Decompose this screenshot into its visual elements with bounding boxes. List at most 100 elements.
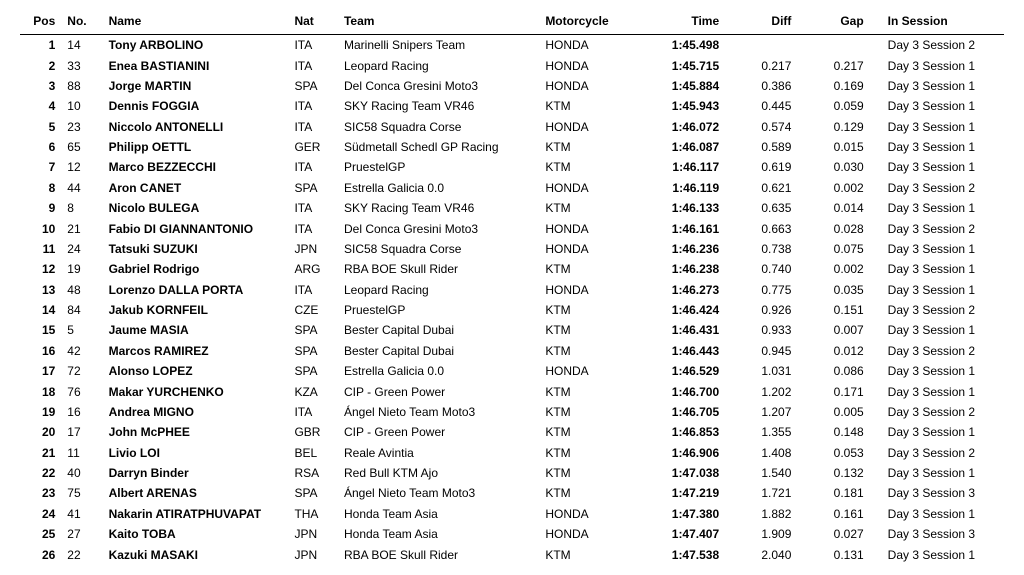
cell-sess: Day 3 Session 2 <box>870 300 1004 320</box>
cell-pos: 21 <box>20 443 61 463</box>
cell-sess: Day 3 Session 1 <box>870 198 1004 218</box>
cell-moto: KTM <box>539 300 637 320</box>
cell-gap: 0.129 <box>797 117 869 137</box>
cell-name: Aron CANET <box>103 178 289 198</box>
cell-sess: Day 3 Session 2 <box>870 341 1004 361</box>
cell-sess: Day 3 Session 1 <box>870 544 1004 564</box>
cell-time: 1:46.424 <box>637 300 725 320</box>
table-row: 388Jorge MARTINSPADel Conca Gresini Moto… <box>20 76 1004 96</box>
cell-gap: 0.151 <box>797 300 869 320</box>
cell-team: CIP - Green Power <box>338 381 539 401</box>
cell-gap: 0.131 <box>797 544 869 564</box>
cell-name: Dennis FOGGIA <box>103 96 289 116</box>
cell-gap: 0.030 <box>797 157 869 177</box>
cell-diff: 0.945 <box>725 341 797 361</box>
header-nat: Nat <box>288 10 338 35</box>
cell-diff: 0.445 <box>725 96 797 116</box>
cell-team: SKY Racing Team VR46 <box>338 96 539 116</box>
cell-pos: 22 <box>20 463 61 483</box>
cell-name: Darryn Binder <box>103 463 289 483</box>
cell-gap: 0.014 <box>797 198 869 218</box>
cell-team: Honda Team Asia <box>338 524 539 544</box>
cell-name: Albert ARENAS <box>103 483 289 503</box>
cell-moto: KTM <box>539 320 637 340</box>
cell-nat: JPN <box>288 544 338 564</box>
cell-time: 1:45.498 <box>637 35 725 56</box>
cell-sess: Day 3 Session 1 <box>870 239 1004 259</box>
cell-name: Makar YURCHENKO <box>103 381 289 401</box>
header-no: No. <box>61 10 102 35</box>
cell-diff: 0.217 <box>725 55 797 75</box>
cell-gap: 0.005 <box>797 402 869 422</box>
cell-time: 1:47.407 <box>637 524 725 544</box>
cell-sess: Day 3 Session 1 <box>870 280 1004 300</box>
header-moto: Motorcycle <box>539 10 637 35</box>
cell-time: 1:46.072 <box>637 117 725 137</box>
cell-diff: 0.635 <box>725 198 797 218</box>
cell-time: 1:46.705 <box>637 402 725 422</box>
cell-sess: Day 3 Session 1 <box>870 117 1004 137</box>
cell-moto: KTM <box>539 157 637 177</box>
cell-moto: KTM <box>539 463 637 483</box>
cell-gap: 0.086 <box>797 361 869 381</box>
cell-sess: Day 3 Session 2 <box>870 443 1004 463</box>
cell-time: 1:47.219 <box>637 483 725 503</box>
cell-nat: ITA <box>288 157 338 177</box>
table-row: 2375Albert ARENASSPAÁngel Nieto Team Mot… <box>20 483 1004 503</box>
table-row: 155Jaume MASIASPABester Capital DubaiKTM… <box>20 320 1004 340</box>
cell-time: 1:47.538 <box>637 544 725 564</box>
header-diff: Diff <box>725 10 797 35</box>
cell-team: Estrella Galicia 0.0 <box>338 361 539 381</box>
table-row: 712Marco BEZZECCHIITAPruestelGPKTM1:46.1… <box>20 157 1004 177</box>
cell-diff: 0.738 <box>725 239 797 259</box>
cell-nat: SPA <box>288 341 338 361</box>
table-row: 114Tony ARBOLINOITAMarinelli Snipers Tea… <box>20 35 1004 56</box>
cell-name: Gabriel Rodrigo <box>103 259 289 279</box>
cell-no: 12 <box>61 157 102 177</box>
cell-team: RBA BOE Skull Rider <box>338 259 539 279</box>
cell-nat: GBR <box>288 422 338 442</box>
cell-diff: 0.926 <box>725 300 797 320</box>
cell-pos: 26 <box>20 544 61 564</box>
cell-no: 19 <box>61 259 102 279</box>
cell-moto: KTM <box>539 96 637 116</box>
cell-sess: Day 3 Session 1 <box>870 76 1004 96</box>
header-team: Team <box>338 10 539 35</box>
cell-diff: 2.040 <box>725 544 797 564</box>
cell-gap: 0.015 <box>797 137 869 157</box>
cell-team: Bester Capital Dubai <box>338 320 539 340</box>
cell-no: 44 <box>61 178 102 198</box>
cell-gap: 0.161 <box>797 504 869 524</box>
cell-nat: GER <box>288 137 338 157</box>
cell-gap: 0.053 <box>797 443 869 463</box>
table-row: 1021Fabio DI GIANNANTONIOITADel Conca Gr… <box>20 218 1004 238</box>
cell-diff: 0.663 <box>725 218 797 238</box>
cell-gap <box>797 35 869 56</box>
table-row: 1642Marcos RAMIREZSPABester Capital Duba… <box>20 341 1004 361</box>
cell-nat: SPA <box>288 320 338 340</box>
cell-gap: 0.169 <box>797 76 869 96</box>
cell-pos: 5 <box>20 117 61 137</box>
table-row: 2527Kaito TOBAJPNHonda Team AsiaHONDA1:4… <box>20 524 1004 544</box>
cell-diff: 0.933 <box>725 320 797 340</box>
cell-name: Kazuki MASAKI <box>103 544 289 564</box>
cell-pos: 7 <box>20 157 61 177</box>
cell-moto: KTM <box>539 402 637 422</box>
cell-no: 17 <box>61 422 102 442</box>
cell-sess: Day 3 Session 1 <box>870 320 1004 340</box>
cell-time: 1:45.715 <box>637 55 725 75</box>
results-table: Pos No. Name Nat Team Motorcycle Time Di… <box>20 10 1004 565</box>
cell-team: CIP - Green Power <box>338 422 539 442</box>
cell-pos: 16 <box>20 341 61 361</box>
cell-sess: Day 3 Session 1 <box>870 96 1004 116</box>
header-pos: Pos <box>20 10 61 35</box>
cell-name: John McPHEE <box>103 422 289 442</box>
table-row: 1124Tatsuki SUZUKIJPNSIC58 Squadra Corse… <box>20 239 1004 259</box>
cell-pos: 17 <box>20 361 61 381</box>
cell-pos: 6 <box>20 137 61 157</box>
cell-name: Alonso LOPEZ <box>103 361 289 381</box>
cell-diff: 1.882 <box>725 504 797 524</box>
cell-moto: HONDA <box>539 239 637 259</box>
cell-nat: CZE <box>288 300 338 320</box>
cell-gap: 0.027 <box>797 524 869 544</box>
